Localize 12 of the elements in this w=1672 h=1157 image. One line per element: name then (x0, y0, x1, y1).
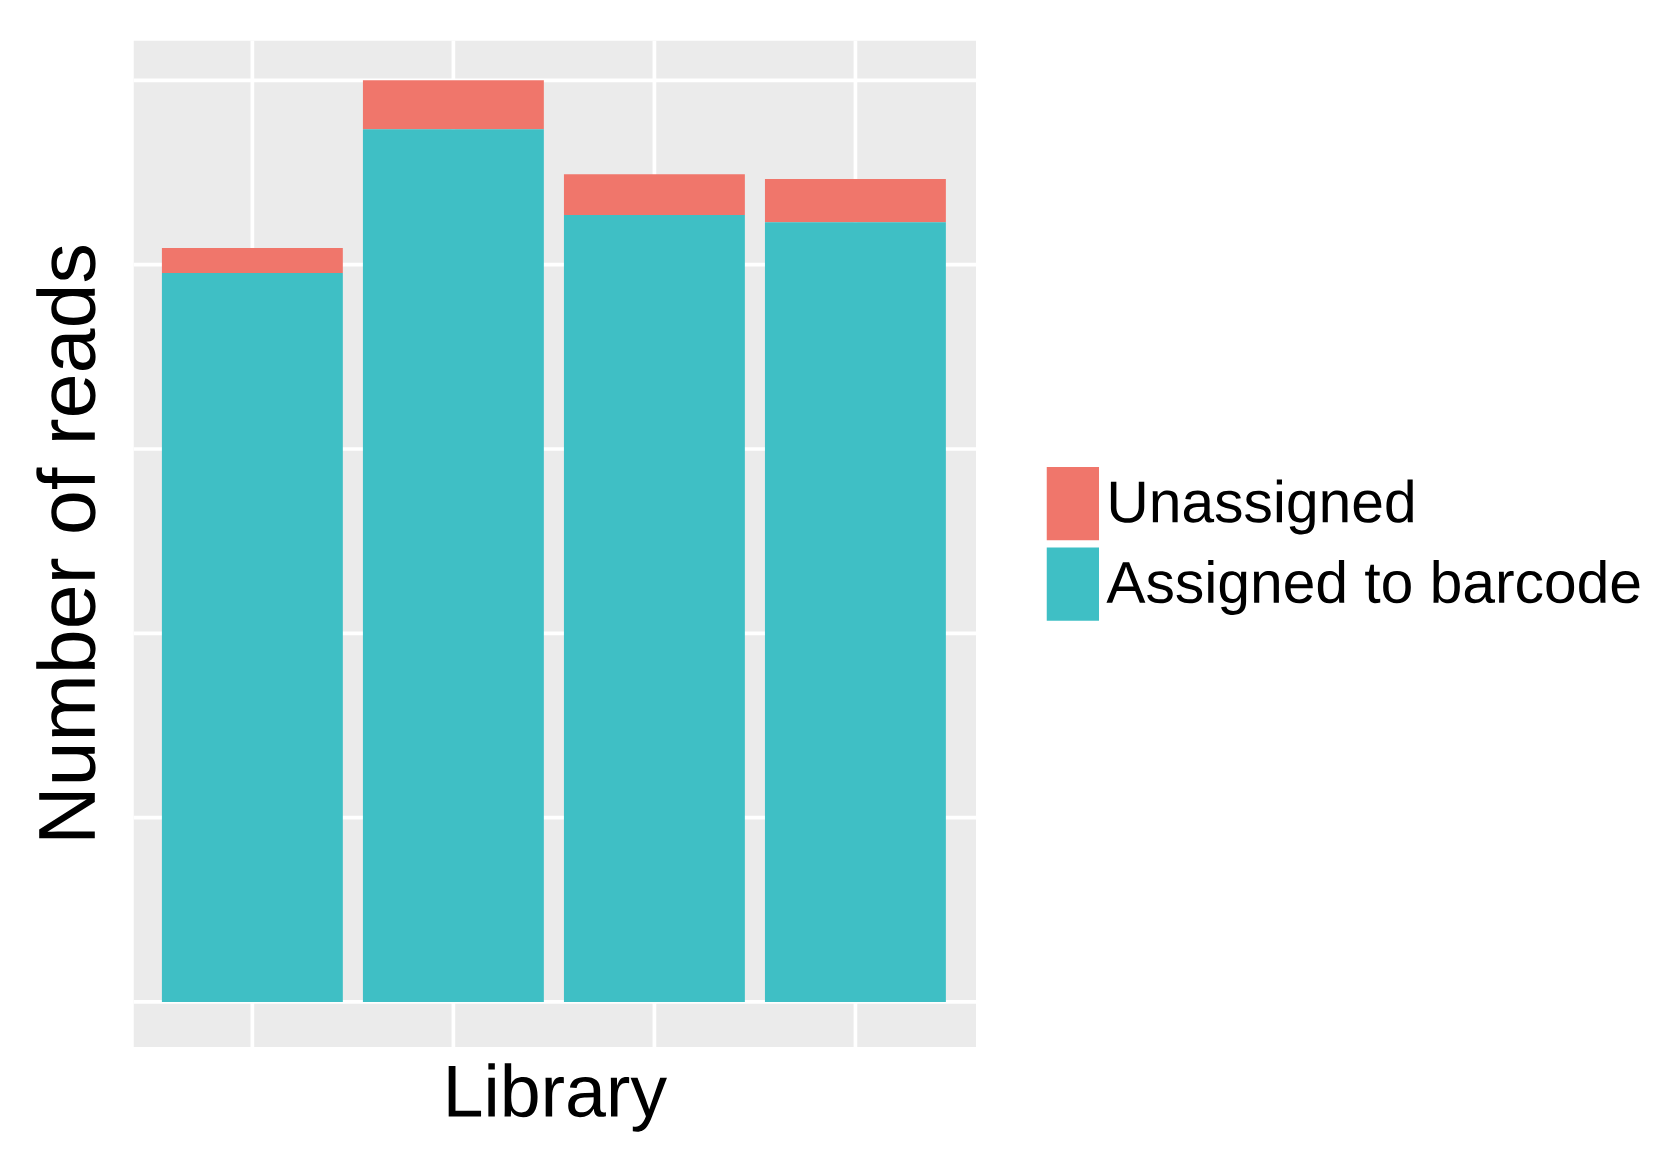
legend-label: Assigned to barcode (1106, 560, 1640, 615)
bar (764, 179, 946, 223)
y-axis-title: Number of reads (36, 246, 96, 839)
legend-label: Unassigned (1110, 479, 1413, 535)
bar (161, 248, 343, 274)
bar (362, 129, 544, 1002)
bar (764, 222, 946, 1002)
bar (563, 214, 745, 1002)
bar (161, 273, 343, 1002)
bar (362, 80, 544, 130)
bar (563, 174, 745, 215)
x-axis-title: Library (448, 1063, 667, 1132)
